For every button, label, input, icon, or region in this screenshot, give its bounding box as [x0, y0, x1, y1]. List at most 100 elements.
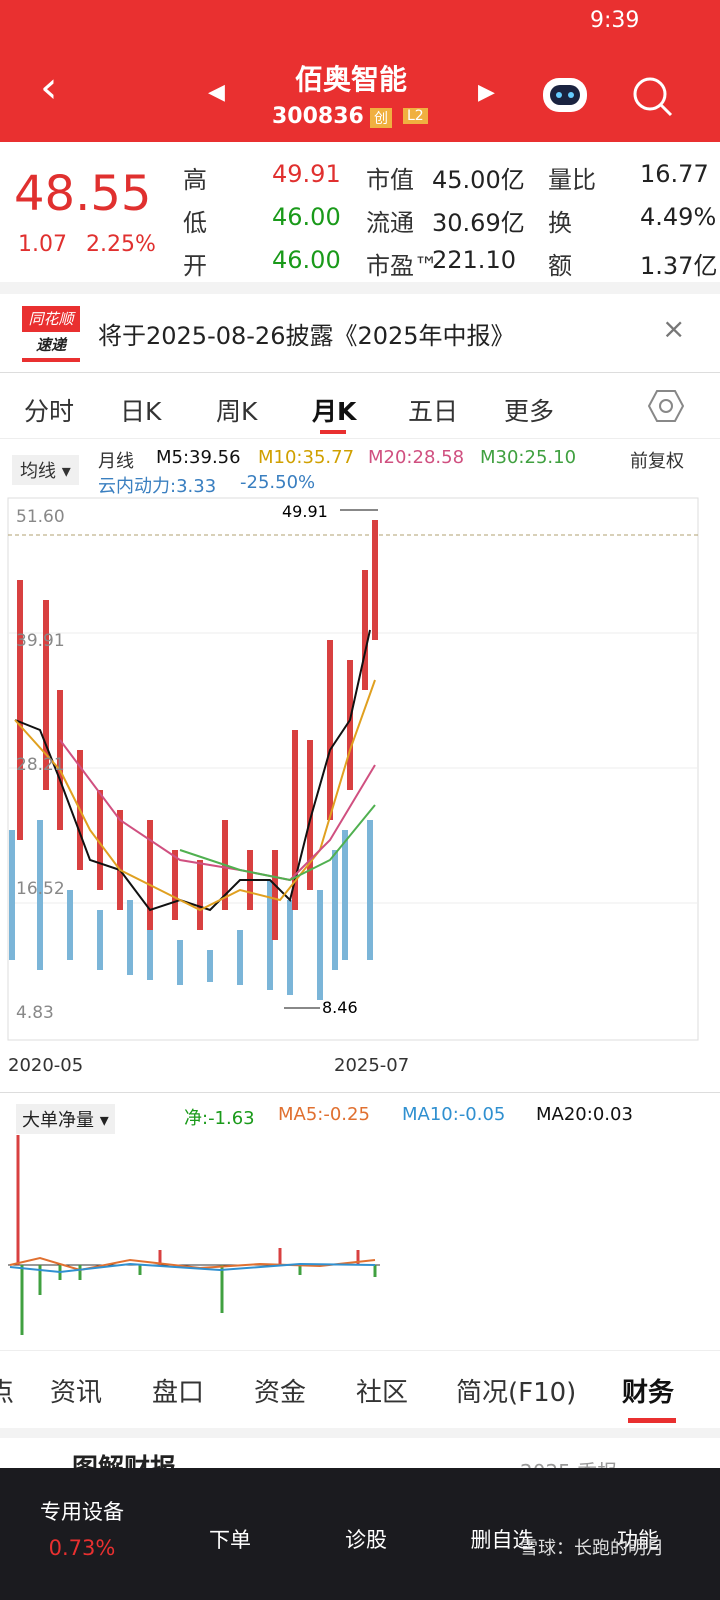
- nav-item[interactable]: 功能: [617, 1528, 659, 1552]
- watermark: 雪球：长跑的明月: [520, 1538, 664, 1559]
- stat-value: 49.91: [272, 160, 341, 188]
- search-icon[interactable]: [630, 74, 674, 118]
- change: 1.07: [18, 232, 67, 257]
- sub-value: MA20:0.03: [536, 1104, 633, 1125]
- ma-value: M20:28.58: [368, 447, 465, 468]
- stat-label: 低: [183, 209, 207, 237]
- ma-value: M10:35.77: [258, 447, 355, 468]
- stat-label: 高: [183, 166, 207, 194]
- nav-item[interactable]: 诊股: [345, 1528, 387, 1552]
- bottom-tab[interactable]: 简况(F10): [456, 1378, 577, 1408]
- next[interactable]: ▶: [478, 80, 495, 105]
- settings-icon[interactable]: [648, 388, 684, 424]
- bottom-tab[interactable]: 资金: [254, 1378, 307, 1408]
- bottom-nav: [0, 1468, 720, 1600]
- header: 9:39 ‹ ◀ ▶ 佰奥智能 300836 创 L2: [0, 0, 720, 142]
- label: 大单净量: [22, 1110, 94, 1131]
- x-label: 2025-07: [334, 1055, 410, 1076]
- badge: 创: [370, 108, 392, 128]
- tab[interactable]: 周K: [216, 397, 258, 426]
- notice[interactable]: 将于2025-08-26披露《2025年中报》: [98, 322, 515, 350]
- sector-pct: 0.73%: [48, 1536, 116, 1560]
- stat-label: 量比: [548, 166, 596, 194]
- tab-indicator: [320, 430, 346, 434]
- sub-selector[interactable]: 大单净量 ▾: [16, 1104, 115, 1134]
- robot-icon[interactable]: [540, 72, 590, 116]
- ma: [9, 1262, 376, 1274]
- nav-item[interactable]: 下单: [209, 1528, 251, 1552]
- bottom-tab[interactable]: 点: [0, 1378, 15, 1408]
- tab[interactable]: 分时: [24, 397, 75, 426]
- stat-label: 市值: [366, 166, 414, 194]
- stat-label: 换: [548, 209, 572, 237]
- y-tick-label: 51.60: [16, 507, 65, 527]
- sector[interactable]: 专用设备: [40, 1500, 124, 1524]
- sub-value: MA5:-0.25: [278, 1104, 370, 1125]
- stat-value: 16.77: [640, 160, 709, 188]
- ma: [9, 1256, 376, 1272]
- close[interactable]: ×: [662, 312, 686, 345]
- divider: [0, 372, 720, 373]
- tab[interactable]: 更多: [504, 397, 555, 426]
- sub-value: 净:-1.63: [184, 1108, 255, 1129]
- divider: [0, 1428, 720, 1438]
- tab-indicator: [628, 1418, 676, 1423]
- ma-value: M30:25.10: [480, 447, 577, 468]
- ma30: [179, 804, 376, 882]
- y-tick-label: 4.83: [16, 1003, 54, 1023]
- volume: [9, 820, 373, 1000]
- sub-value: MA10:-0.05: [402, 1104, 506, 1125]
- bottom-tab[interactable]: 财务: [622, 1378, 675, 1408]
- divider: [0, 1350, 720, 1351]
- stat-value: 45.00亿: [432, 166, 525, 194]
- candles: [17, 520, 378, 940]
- bottom-tab[interactable]: 社区: [356, 1378, 409, 1408]
- bars: [16, 1135, 360, 1265]
- stat-label: 市盈™: [366, 252, 438, 280]
- nav-item[interactable]: 删自选: [470, 1528, 534, 1552]
- y-tick-label: 39.91: [16, 631, 65, 651]
- stat-value: 1.37亿: [640, 252, 718, 280]
- logo-text: 同花顺: [28, 310, 74, 328]
- low-label: 8.46: [322, 998, 358, 1017]
- x-label: 2020-05: [8, 1055, 84, 1076]
- logo-text: 速递: [22, 332, 80, 358]
- frame: [7, 497, 699, 1041]
- stock-name: 佰奥智能: [295, 63, 408, 96]
- tab[interactable]: 月K: [312, 397, 357, 426]
- ma-value: M5:39.56: [156, 447, 241, 468]
- badge: L2: [403, 108, 428, 124]
- stat-value: 221.10: [432, 246, 516, 274]
- adjust[interactable]: 前复权: [630, 451, 684, 472]
- stat-label: 开: [183, 252, 207, 280]
- bottom-tab[interactable]: 资讯: [50, 1378, 103, 1408]
- divider: [0, 438, 720, 439]
- tab[interactable]: 日K: [120, 397, 162, 426]
- stat-value: 46.00: [272, 203, 341, 231]
- ma-selector[interactable]: 均线 ▾: [12, 455, 79, 485]
- cloud: 云内动力:3.33: [98, 476, 217, 497]
- stat-value: 46.00: [272, 246, 341, 274]
- logo: 同花顺 速递: [22, 306, 80, 362]
- stat-value: 30.69亿: [432, 209, 525, 237]
- high-label: 49.91: [282, 502, 328, 521]
- bottom-tab[interactable]: 盘口: [152, 1378, 205, 1408]
- bars: [20, 1265, 377, 1335]
- stat-value: 4.49%: [640, 203, 717, 231]
- y-tick-label: 28.21: [16, 755, 65, 775]
- divider: [0, 1092, 720, 1093]
- cloud-pct: -25.50%: [240, 472, 316, 493]
- ma-value: 月线: [98, 451, 134, 472]
- y-tick-label: 16.52: [16, 879, 65, 899]
- back[interactable]: ‹: [40, 62, 58, 113]
- stock-code: 300836: [272, 104, 364, 129]
- clock: 9:39: [590, 8, 640, 33]
- sub-chart: [8, 1135, 380, 1335]
- divider: [0, 282, 720, 294]
- change-pct: 2.25%: [86, 232, 156, 257]
- stat-label: 额: [548, 252, 572, 280]
- prev[interactable]: ◀: [208, 80, 225, 105]
- stat-label: 流通: [366, 209, 414, 237]
- tab[interactable]: 五日: [408, 397, 459, 426]
